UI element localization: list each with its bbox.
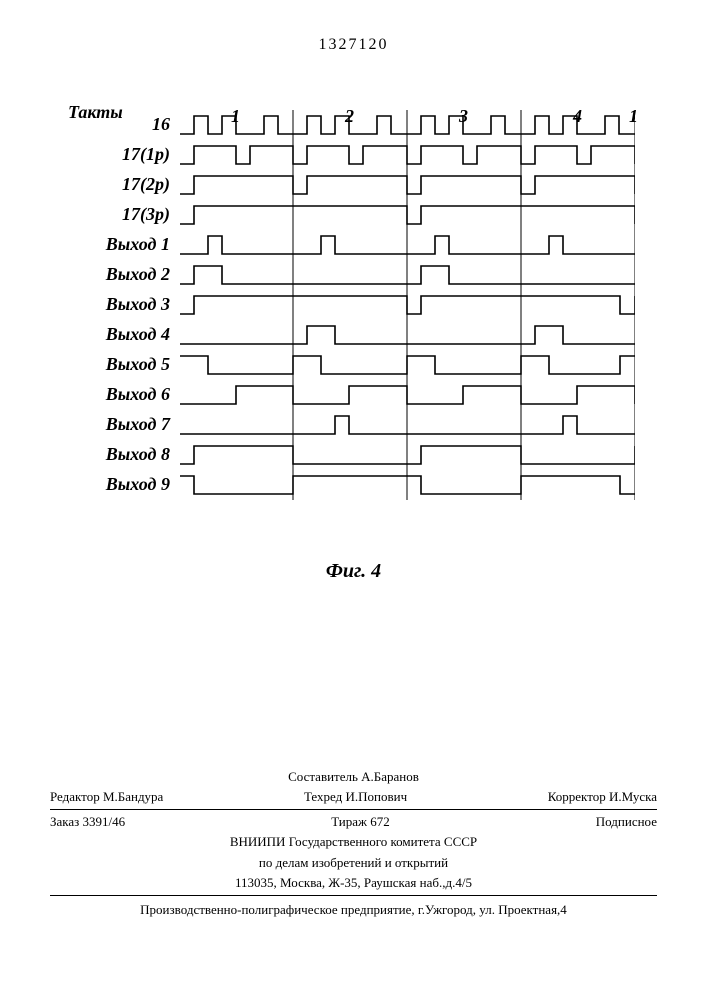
order: Заказ 3391/46	[50, 812, 125, 832]
waveform-row: Выход 5	[70, 350, 635, 380]
waveform-row: 17(3p)	[70, 200, 635, 230]
waveform	[180, 170, 635, 200]
waveform-row: Выход 7	[70, 410, 635, 440]
waveform	[180, 260, 635, 290]
timing-diagram: Такты 12341 1617(1p)17(2p)17(3p)Выход 1В…	[70, 110, 635, 500]
waveform-row: Выход 2	[70, 260, 635, 290]
waveform-row: Выход 1	[70, 230, 635, 260]
waveform	[180, 230, 635, 260]
row-label: Выход 3	[60, 294, 170, 315]
subscription: Подписное	[596, 812, 657, 832]
row-label: Выход 7	[60, 414, 170, 435]
row-label: 16	[60, 114, 170, 135]
waveform-row: Выход 4	[70, 320, 635, 350]
doc-number: 1327120	[0, 36, 707, 54]
waveform	[180, 350, 635, 380]
waveform-row: 17(1p)	[70, 140, 635, 170]
divider	[50, 895, 657, 896]
press: Производственно-полиграфическое предприя…	[50, 900, 657, 920]
print-run: Тираж 672	[331, 812, 390, 832]
page: 1327120 Такты 12341 1617(1p)17(2p)17(3p)…	[0, 0, 707, 1000]
row-label: 17(3p)	[60, 204, 170, 225]
waveform-rows: 1617(1p)17(2p)17(3p)Выход 1Выход 2Выход …	[70, 110, 635, 500]
waveform-row: Выход 6	[70, 380, 635, 410]
compiler-line: Составитель А.Баранов	[50, 767, 657, 787]
waveform-row: Выход 3	[70, 290, 635, 320]
waveform-row: 16	[70, 110, 635, 140]
org-line2: по делам изобретений и открытий	[50, 853, 657, 873]
figure-caption: Фиг. 4	[0, 560, 707, 583]
tech: Техред И.Попович	[304, 787, 407, 807]
row-label: Выход 9	[60, 474, 170, 495]
row-label: Выход 6	[60, 384, 170, 405]
waveform	[180, 140, 635, 170]
waveform	[180, 110, 635, 140]
row-label: Выход 5	[60, 354, 170, 375]
editor-line: Редактор М.Бандура Техред И.Попович Корр…	[50, 787, 657, 807]
row-label: Выход 1	[60, 234, 170, 255]
row-label: Выход 4	[60, 324, 170, 345]
org-line1: ВНИИПИ Государственного комитета СССР	[50, 832, 657, 852]
row-label: Выход 2	[60, 264, 170, 285]
waveform-row: Выход 8	[70, 440, 635, 470]
divider	[50, 809, 657, 810]
waveform	[180, 440, 635, 470]
waveform	[180, 410, 635, 440]
waveform-row: 17(2p)	[70, 170, 635, 200]
footer-block: Составитель А.Баранов Редактор М.Бандура…	[50, 767, 657, 920]
waveform	[180, 200, 635, 230]
waveform-row: Выход 9	[70, 470, 635, 500]
address: 113035, Москва, Ж-35, Раушская наб.,д.4/…	[50, 873, 657, 893]
waveform	[180, 290, 635, 320]
row-label: 17(2p)	[60, 174, 170, 195]
waveform	[180, 320, 635, 350]
waveform	[180, 470, 635, 500]
row-label: Выход 8	[60, 444, 170, 465]
row-label: 17(1p)	[60, 144, 170, 165]
editor: Редактор М.Бандура	[50, 787, 163, 807]
waveform	[180, 380, 635, 410]
order-line: Заказ 3391/46 Тираж 672 Подписное	[50, 812, 657, 832]
corrector: Корректор И.Муска	[548, 787, 657, 807]
